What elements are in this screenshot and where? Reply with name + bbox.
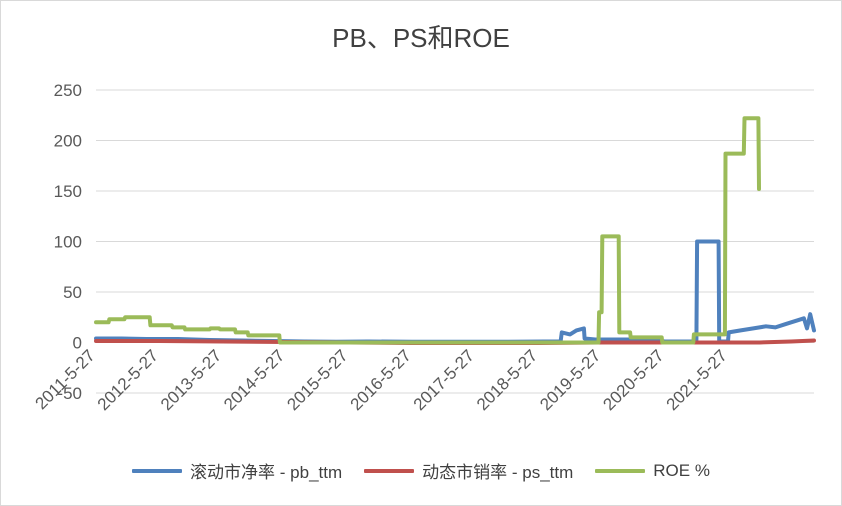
legend-swatch-pb bbox=[132, 468, 183, 473]
y-tick-label: 0 bbox=[73, 334, 82, 353]
legend-item-roe: ROE % bbox=[595, 458, 710, 483]
y-tick-label: 250 bbox=[54, 81, 82, 100]
chart-title: PB、PS和ROE bbox=[332, 23, 510, 53]
x-tick-label: 2019-5-27 bbox=[536, 346, 604, 414]
x-tick-label: 2018-5-27 bbox=[473, 346, 541, 414]
series-line-2 bbox=[94, 116, 761, 345]
y-tick-label: 100 bbox=[54, 233, 82, 252]
legend-swatch-roe bbox=[595, 468, 646, 473]
y-tick-label: -50 bbox=[57, 384, 82, 403]
x-tick-label: 2014-5-27 bbox=[220, 346, 288, 414]
legend-label-ps: 动态市销率 - ps_ttm bbox=[422, 463, 574, 482]
x-tick-label: 2016-5-27 bbox=[347, 346, 415, 414]
chart-legend: 滚动市净率 - pb_ttm 动态市销率 - ps_ttm ROE % bbox=[0, 458, 842, 483]
x-tick-label: 2013-5-27 bbox=[157, 346, 225, 414]
y-tick-label: 50 bbox=[63, 283, 82, 302]
legend-item-ps: 动态市销率 - ps_ttm bbox=[364, 458, 573, 483]
legend-label-pb: 滚动市净率 - pb_ttm bbox=[190, 463, 343, 482]
legend-swatch-ps bbox=[364, 468, 415, 473]
x-tick-label: 2011-5-27 bbox=[31, 346, 98, 413]
y-tick-label: 150 bbox=[54, 182, 82, 201]
legend-item-pb: 滚动市净率 - pb_ttm bbox=[132, 458, 342, 483]
y-tick-label: 200 bbox=[54, 132, 82, 151]
x-tick-label: 2015-5-27 bbox=[283, 346, 351, 414]
x-tick-label: 2012-5-27 bbox=[94, 346, 162, 414]
legend-label-roe: ROE % bbox=[653, 460, 710, 480]
x-tick-label: 2017-5-27 bbox=[410, 346, 478, 414]
x-tick-label: 2021-5-27 bbox=[663, 346, 731, 414]
x-tick-label: 2020-5-27 bbox=[599, 346, 667, 414]
